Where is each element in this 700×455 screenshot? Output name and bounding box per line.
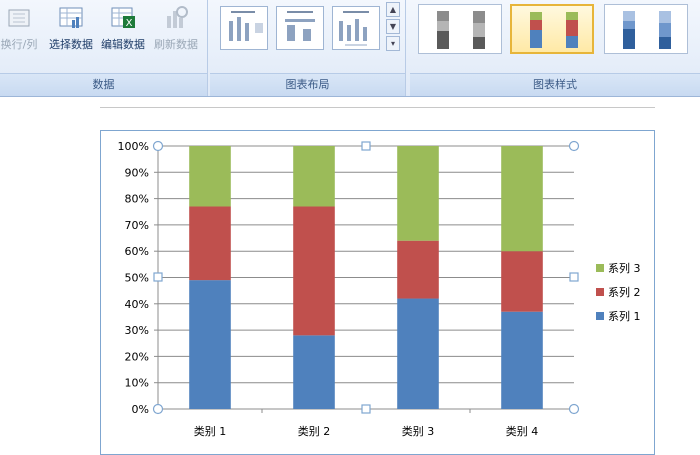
y-tick-label: 50% [125, 272, 149, 285]
select-data-icon [57, 4, 85, 32]
legend-swatch [596, 288, 604, 296]
ribbon: 换行/列 选择数据 X 编辑数据 刷新数据 数据 [0, 0, 700, 97]
legend-entry[interactable]: 系列 1 [608, 309, 641, 323]
refresh-data-label: 刷新数据 [154, 38, 198, 51]
switch-row-column-icon [5, 4, 33, 32]
y-tick-label: 0% [132, 403, 149, 416]
legend-entry[interactable]: 系列 2 [608, 285, 641, 299]
select-data-label: 选择数据 [49, 38, 93, 51]
layout-scroll-up-button[interactable]: ▲ [386, 2, 400, 17]
resize-handle-edge[interactable] [153, 272, 163, 282]
bar-segment[interactable] [293, 335, 335, 409]
bar-segment[interactable] [397, 298, 439, 409]
layout-scroll-down-button[interactable]: ▼ [386, 19, 400, 34]
chart-layout-option-1[interactable] [220, 6, 268, 50]
layout-more-button[interactable]: ▾ [386, 36, 400, 51]
chart-style-option-2[interactable] [510, 4, 594, 54]
bar-segment[interactable] [397, 240, 439, 299]
resize-handle-edge[interactable] [361, 141, 371, 151]
bar-segment[interactable] [293, 206, 335, 336]
plot-area-handles[interactable] [152, 140, 580, 415]
switch-row-column-button[interactable]: 换行/列 [0, 2, 44, 56]
layout-group-label: 图表布局 [285, 78, 330, 91]
x-category-label: 类别 3 [402, 424, 435, 438]
page-margin-line [100, 107, 655, 108]
bar-segment[interactable] [501, 146, 543, 252]
data-group-label: 数据 [92, 78, 115, 91]
y-axis-tick-labels: 0% 10% 20% 30% 40% 50% 60% 70% 80% 90% 100% [118, 140, 149, 416]
legend-swatch [596, 264, 604, 272]
resize-handle-corner[interactable] [568, 140, 580, 152]
chart-style-option-3[interactable] [604, 4, 688, 54]
bar-segment[interactable] [189, 206, 231, 281]
excel-edit-icon: X [109, 4, 137, 32]
style-group-strip [410, 73, 700, 96]
y-tick-label: 90% [125, 166, 149, 179]
y-tick-label: 10% [125, 377, 149, 390]
svg-text:X: X [126, 18, 133, 29]
chart-layout-option-2[interactable] [276, 6, 324, 50]
ribbon-group-chart-layout: ▲ ▼ ▾ 图表布局 [210, 0, 406, 96]
bar-segment[interactable] [189, 146, 231, 207]
layout-group-strip [210, 73, 405, 96]
legend-entry[interactable]: 系列 3 [608, 261, 641, 275]
resize-handle-edge[interactable] [569, 272, 579, 282]
chart-legend[interactable]: 系列 3 系列 2 系列 1 [596, 261, 641, 323]
ribbon-group-data: 换行/列 选择数据 X 编辑数据 刷新数据 数据 [0, 0, 208, 96]
document-area [0, 97, 700, 450]
x-category-label: 类别 1 [194, 424, 227, 438]
resize-handle-corner[interactable] [152, 403, 164, 415]
x-category-label: 类别 4 [506, 424, 539, 438]
chart-layout-option-3[interactable] [332, 6, 380, 50]
y-tick-label: 60% [125, 245, 149, 258]
resize-handle-edge[interactable] [361, 404, 371, 414]
y-tick-label: 40% [125, 298, 149, 311]
bar-segment[interactable] [293, 146, 335, 207]
bar-segment[interactable] [501, 311, 543, 409]
chart-style-option-1[interactable] [418, 4, 502, 54]
y-tick-label: 80% [125, 193, 149, 206]
ribbon-group-chart-style: 图表样式 [410, 0, 700, 96]
x-axis-category-labels: 类别 1 类别 2 类别 3 类别 4 [194, 424, 539, 438]
edit-data-button[interactable]: X 编辑数据 [98, 2, 148, 56]
refresh-data-icon [162, 4, 190, 32]
y-tick-label: 30% [125, 324, 149, 337]
y-tick-label: 70% [125, 219, 149, 232]
chart-bars[interactable] [189, 146, 543, 409]
refresh-data-button[interactable]: 刷新数据 [150, 2, 202, 56]
data-group-strip [0, 73, 207, 96]
resize-handle-corner[interactable] [152, 140, 164, 152]
switch-row-column-label: 换行/列 [0, 38, 38, 51]
bar-segment[interactable] [189, 280, 231, 409]
edit-data-label: 编辑数据 [101, 38, 145, 51]
y-tick-label: 100% [118, 140, 149, 153]
style-group-label: 图表样式 [533, 78, 577, 91]
bar-segment[interactable] [397, 146, 439, 241]
bar-segment[interactable] [501, 251, 543, 312]
y-tick-label: 20% [125, 350, 149, 363]
x-category-label: 类别 2 [298, 424, 331, 438]
resize-handle-corner[interactable] [568, 403, 580, 415]
select-data-button[interactable]: 选择数据 [46, 2, 96, 56]
legend-swatch [596, 312, 604, 320]
